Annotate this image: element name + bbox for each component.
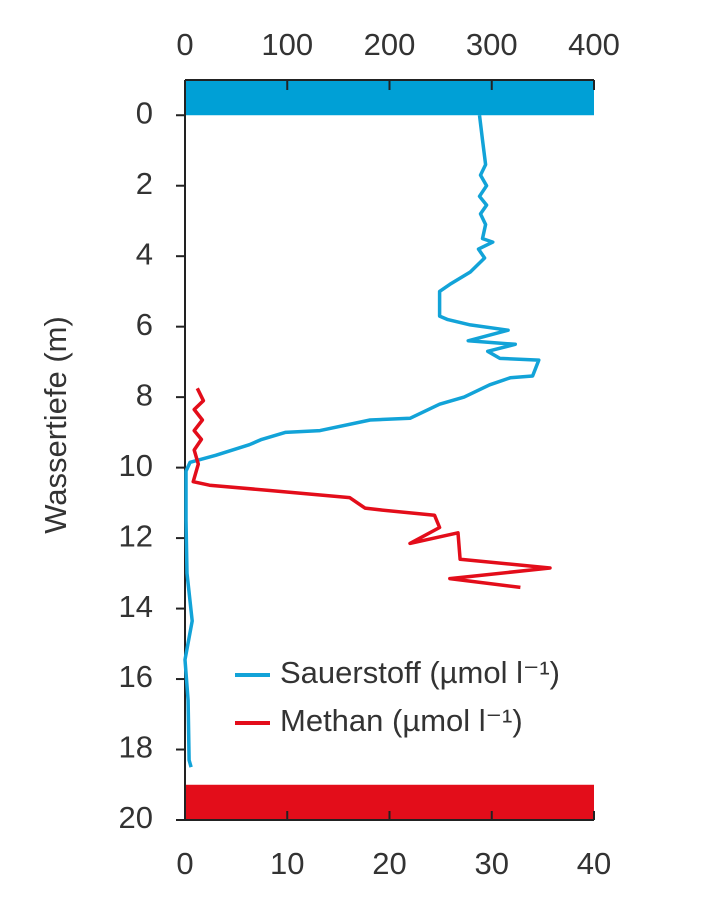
y-tick-label: 10 bbox=[119, 448, 153, 483]
y-tick-label: 14 bbox=[119, 589, 153, 624]
x2-tick-label: 300 bbox=[466, 27, 518, 62]
y-tick-label: 4 bbox=[136, 236, 153, 271]
y-axis-label: Wassertiefe (m) bbox=[38, 316, 73, 534]
x-tick-label: 0 bbox=[176, 846, 193, 881]
x-tick-label: 40 bbox=[577, 846, 611, 881]
x-tick-label: 20 bbox=[372, 846, 406, 881]
y-tick-label: 16 bbox=[119, 659, 153, 694]
x-tick-label: 30 bbox=[475, 846, 509, 881]
legend-label: Methan (µmol l⁻¹) bbox=[280, 703, 523, 738]
y-tick-label: 0 bbox=[136, 95, 153, 130]
profile-line bbox=[183, 114, 541, 768]
x2-tick-label: 100 bbox=[261, 27, 313, 62]
x2-tick-label: 0 bbox=[176, 27, 193, 62]
legend-label: Sauerstoff (µmol l⁻¹) bbox=[280, 655, 560, 690]
y-tick-label: 2 bbox=[136, 166, 153, 201]
y-tick-label: 18 bbox=[119, 730, 153, 765]
y-tick-label: 8 bbox=[136, 377, 153, 412]
x2-tick-label: 400 bbox=[568, 27, 620, 62]
y-tick-label: 20 bbox=[119, 800, 153, 835]
y-tick-label: 12 bbox=[119, 518, 153, 553]
x2-tick-label: 200 bbox=[364, 27, 416, 62]
profile-line bbox=[191, 387, 552, 590]
y-tick-label: 6 bbox=[136, 307, 153, 342]
x-tick-label: 10 bbox=[270, 846, 304, 881]
